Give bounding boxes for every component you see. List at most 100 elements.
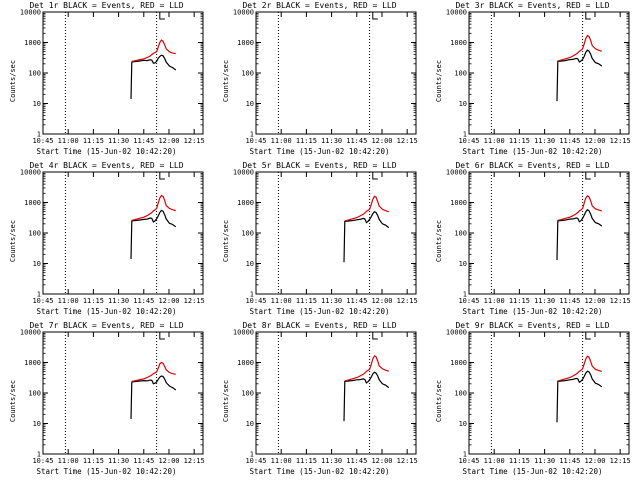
x-axis-label: Start Time (15-Jun-02 10:42:20) <box>249 307 390 316</box>
x-tick-label: 12:15 <box>397 137 418 145</box>
x-tick-label: 12:00 <box>584 297 605 305</box>
plot-frame <box>42 11 204 135</box>
plot-frame <box>468 171 630 295</box>
y-tick-label: 100 <box>241 390 254 398</box>
y-tick-label: 1 <box>463 451 467 459</box>
x-tick-label: 12:15 <box>610 457 631 465</box>
x-tick-label: 11:15 <box>296 297 317 305</box>
lld-series-line <box>344 355 389 382</box>
y-tick-label: 10 <box>33 260 41 268</box>
y-tick-label: 100 <box>454 70 467 78</box>
y-tick-label: 1 <box>250 451 254 459</box>
x-tick-label: 11:00 <box>58 457 79 465</box>
plot-area: 1 10 100 1000 10000 10:45 11:00 11:15 11:30 11:45… <box>446 9 631 146</box>
y-tick-label: 10 <box>459 100 467 108</box>
x-tick-label: 10:45 <box>245 457 266 465</box>
x-tick-label: 11:15 <box>509 457 530 465</box>
y-tick-label: 1000 <box>450 359 467 367</box>
y-tick-label: 10 <box>33 100 41 108</box>
detector-panel: Det 2r BLACK = Events, RED = LLD Start Ti… <box>213 0 426 160</box>
lld-series-line <box>131 361 176 382</box>
lld-series-line <box>557 34 602 62</box>
x-tick-label: 11:15 <box>83 137 104 145</box>
x-tick-label: 10:45 <box>458 457 479 465</box>
x-tick-label: 11:00 <box>484 457 505 465</box>
panel-title: Det 2r BLACK = Events, RED = LLD <box>242 1 397 10</box>
x-tick-label: 12:00 <box>158 297 179 305</box>
x-tick-label: 11:45 <box>559 457 580 465</box>
x-axis-label: Start Time (15-Jun-02 10:42:20) <box>462 307 603 316</box>
y-tick-label: 1000 <box>237 39 254 47</box>
x-tick-label: 11:30 <box>321 297 342 305</box>
x-tick-label: 11:00 <box>58 137 79 145</box>
interval-marker <box>372 332 378 340</box>
detector-panel: Det 1r BLACK = Events, RED = LLD Start Ti… <box>0 0 213 160</box>
events-series-line <box>130 209 177 260</box>
plot-frame <box>255 11 417 135</box>
x-tick-label: 11:00 <box>271 457 292 465</box>
x-tick-label: 11:45 <box>346 457 367 465</box>
detector-panel: Det 5r BLACK = Events, RED = LLD Start Ti… <box>213 160 426 320</box>
x-tick-label: 12:15 <box>610 137 631 145</box>
x-tick-label: 12:15 <box>184 297 205 305</box>
plot-area: 1 10 100 1000 10000 10:45 11:00 11:15 11:30 11:45… <box>233 329 418 466</box>
x-tick-label: 11:45 <box>346 297 367 305</box>
x-tick-label: 10:45 <box>32 457 53 465</box>
x-tick-label: 11:15 <box>83 457 104 465</box>
y-tick-label: 1 <box>250 131 254 139</box>
x-tick-label: 12:00 <box>158 137 179 145</box>
detector-panel: Det 9r BLACK = Events, RED = LLD Start Ti… <box>426 320 639 480</box>
events-series-line <box>343 210 390 263</box>
plot-frame <box>255 331 417 455</box>
x-tick-label: 12:15 <box>397 297 418 305</box>
x-axis-label: Start Time (15-Jun-02 10:42:20) <box>36 147 177 156</box>
x-axis-label: Start Time (15-Jun-02 10:42:20) <box>462 147 603 156</box>
y-tick-label: 1000 <box>24 359 41 367</box>
x-axis-label: Start Time (15-Jun-02 10:42:20) <box>249 147 390 156</box>
y-tick-label: 10000 <box>20 329 41 337</box>
events-series-line <box>130 54 177 100</box>
x-tick-label: 12:15 <box>397 457 418 465</box>
x-tick-label: 12:15 <box>610 297 631 305</box>
interval-marker <box>585 332 591 340</box>
panel-title: Det 9r BLACK = Events, RED = LLD <box>455 321 610 330</box>
detector-panel: Det 4r BLACK = Events, RED = LLD Start Ti… <box>0 160 213 320</box>
plot-area: 1 10 100 1000 10000 10:45 11:00 11:15 11:30 11:45… <box>20 169 205 306</box>
x-tick-label: 10:45 <box>245 297 266 305</box>
interval-marker <box>372 12 378 20</box>
events-series-line <box>343 371 390 422</box>
y-tick-label: 10000 <box>446 169 467 177</box>
x-tick-label: 11:30 <box>321 457 342 465</box>
plot-frame <box>468 331 630 455</box>
x-tick-label: 12:00 <box>371 137 392 145</box>
detector-panel: Det 7r BLACK = Events, RED = LLD Start Ti… <box>0 320 213 480</box>
y-tick-label: 1000 <box>237 359 254 367</box>
x-axis-label: Start Time (15-Jun-02 10:42:20) <box>36 307 177 316</box>
y-tick-label: 10 <box>246 260 254 268</box>
y-tick-label: 10000 <box>233 169 254 177</box>
x-tick-label: 12:00 <box>584 137 605 145</box>
x-tick-label: 10:45 <box>245 137 266 145</box>
interval-marker <box>372 172 378 180</box>
y-tick-label: 10 <box>459 260 467 268</box>
x-tick-label: 10:45 <box>458 297 479 305</box>
panel-title: Det 6r BLACK = Events, RED = LLD <box>455 161 610 170</box>
x-tick-label: 11:00 <box>484 297 505 305</box>
x-tick-label: 11:30 <box>108 457 129 465</box>
y-tick-label: 100 <box>454 230 467 238</box>
y-tick-label: 100 <box>28 390 41 398</box>
panel-title: Det 1r BLACK = Events, RED = LLD <box>29 1 184 10</box>
interval-marker <box>585 172 591 180</box>
x-tick-label: 12:00 <box>584 457 605 465</box>
y-tick-label: 100 <box>241 230 254 238</box>
detector-panel: Det 3r BLACK = Events, RED = LLD Start Ti… <box>426 0 639 160</box>
x-tick-label: 11:45 <box>133 137 154 145</box>
y-tick-label: 1000 <box>450 199 467 207</box>
plot-area: 1 10 100 1000 10000 10:45 11:00 11:15 11:30 11:45… <box>20 9 205 146</box>
detector-panel: Det 8r BLACK = Events, RED = LLD Start Ti… <box>213 320 426 480</box>
events-series-line <box>556 49 603 102</box>
plot-frame <box>42 331 204 455</box>
x-axis-label: Start Time (15-Jun-02 10:42:20) <box>462 467 603 476</box>
plot-area: 1 10 100 1000 10000 10:45 11:00 11:15 11:30 11:45… <box>20 329 205 466</box>
